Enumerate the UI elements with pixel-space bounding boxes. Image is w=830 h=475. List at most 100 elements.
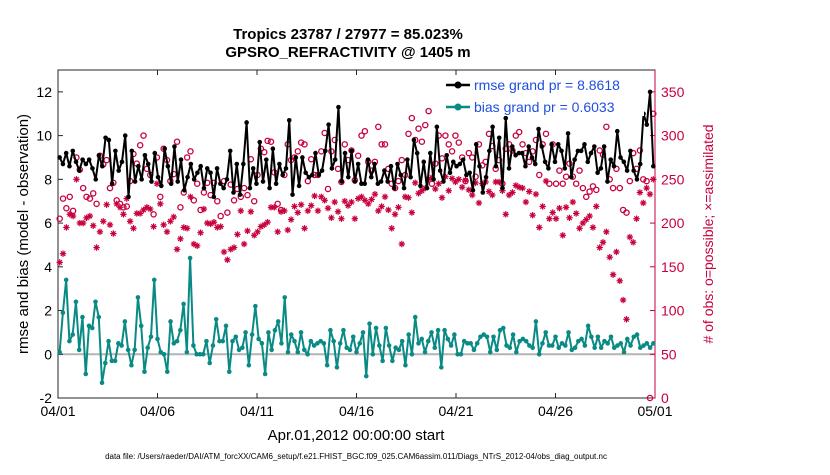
- assimilated-obs-point: [405, 194, 412, 201]
- asterisk-stroke: [496, 179, 502, 185]
- assimilated-obs-point: [147, 205, 154, 213]
- possible-obs-point: [83, 193, 90, 201]
- possible-obs-point: [59, 195, 67, 202]
- possible-obs-point: [177, 204, 184, 211]
- assimilated-obs-point: [435, 180, 442, 187]
- bias-point: [520, 336, 526, 342]
- asterisk-stroke: [315, 208, 321, 214]
- bias-point: [269, 347, 274, 353]
- rmse-point: [237, 192, 243, 197]
- asterisk-stroke: [378, 203, 385, 210]
- possible-obs-point: [250, 197, 258, 205]
- assimilated-obs-point: [271, 204, 278, 211]
- asterisk-stroke: [80, 220, 86, 226]
- asterisk-stroke: [372, 191, 378, 197]
- assimilated-obs-point: [593, 203, 600, 210]
- rmse-point: [447, 170, 453, 176]
- rmse-point: [375, 181, 381, 187]
- possible-obs-point: [589, 183, 597, 190]
- bias-point: [425, 338, 431, 344]
- assimilated-obs-point: [509, 189, 516, 196]
- possible-obs-point: [536, 171, 543, 179]
- assimilated-obs-point: [385, 206, 392, 214]
- rmse-point: [83, 161, 89, 167]
- asterisk-stroke: [596, 244, 603, 251]
- bias-point: [125, 347, 131, 353]
- asterisk-stroke: [389, 225, 395, 231]
- bias-point: [458, 351, 464, 357]
- possible-obs-point: [616, 184, 624, 192]
- bias-point: [592, 345, 597, 351]
- rmse-point: [598, 166, 604, 171]
- assimilated-obs-point: [274, 228, 281, 236]
- asterisk-stroke: [392, 211, 398, 217]
- asterisk-stroke: [130, 225, 137, 231]
- assimilated-obs-point: [163, 228, 171, 236]
- possible-obs-point: [515, 128, 523, 136]
- bias-point: [569, 347, 575, 353]
- y2-tick-label-1: 50: [661, 346, 677, 362]
- bias-point: [217, 338, 222, 344]
- asterisk-stroke: [469, 192, 475, 198]
- asterisk-stroke: [63, 224, 70, 231]
- bias-point: [556, 345, 562, 351]
- rmse-point: [172, 144, 177, 149]
- rmse-point: [60, 161, 66, 167]
- asterisk-stroke: [150, 223, 157, 230]
- assimilated-obs-point: [559, 232, 566, 239]
- assimilated-obs-point: [388, 225, 395, 232]
- assimilated-obs-point: [462, 177, 469, 184]
- rmse-point: [227, 148, 233, 154]
- asterisk-stroke: [486, 188, 492, 195]
- legend: rmse grand pr = 8.8618 bias grand pr = 0…: [440, 76, 644, 116]
- rmse-point: [208, 170, 213, 176]
- rmse-point: [510, 144, 515, 149]
- asterisk-stroke: [459, 184, 465, 190]
- assimilated-obs-point: [334, 208, 342, 215]
- asterisk-stroke: [100, 218, 106, 224]
- assimilated-obs-point: [244, 227, 251, 235]
- assimilated-obs-point: [153, 180, 161, 187]
- bias-point: [514, 349, 519, 355]
- asterisk-stroke: [533, 191, 539, 197]
- bias-point: [230, 338, 235, 344]
- rmse-point: [559, 148, 564, 154]
- assimilated-obs-point: [378, 203, 385, 210]
- rmse-point: [155, 174, 161, 180]
- asterisk-stroke: [154, 181, 160, 187]
- asterisk-stroke: [509, 189, 516, 196]
- bias-point: [598, 345, 604, 351]
- chart-title: Tropics 23787 / 27977 = 85.023%: [233, 26, 463, 43]
- assimilated-obs-point: [341, 198, 348, 205]
- rmse-point: [424, 185, 430, 191]
- bias-point: [582, 343, 588, 348]
- rmse-point: [113, 148, 118, 154]
- possible-obs-point: [381, 141, 389, 148]
- assimilated-obs-point: [116, 204, 124, 211]
- assimilated-obs-point: [93, 244, 100, 251]
- bias-point: [259, 341, 265, 346]
- rmse-point: [614, 128, 620, 134]
- x-tick-label-6: 05/01: [637, 403, 672, 419]
- rmse-point: [86, 157, 92, 162]
- asterisk-stroke: [103, 202, 110, 208]
- bias-point: [220, 338, 226, 344]
- bias-point: [288, 332, 294, 337]
- rmse-point: [277, 161, 282, 167]
- y-tick-label-3: 4: [44, 259, 52, 275]
- asterisk-stroke: [107, 222, 113, 228]
- bias-point: [164, 369, 170, 375]
- rmse-point: [136, 163, 141, 169]
- bias-point: [435, 327, 441, 333]
- asterisk-stroke: [308, 202, 314, 209]
- bias-point: [200, 351, 206, 357]
- asterisk-stroke: [586, 213, 593, 219]
- asterisk-stroke: [637, 189, 643, 196]
- rmse-point: [552, 159, 558, 165]
- assimilated-obs-point: [100, 218, 107, 225]
- bias-point: [540, 341, 545, 346]
- bias-point: [576, 338, 581, 344]
- bias-point: [168, 319, 173, 324]
- rmse-point: [339, 179, 345, 184]
- rmse-point: [231, 190, 236, 195]
